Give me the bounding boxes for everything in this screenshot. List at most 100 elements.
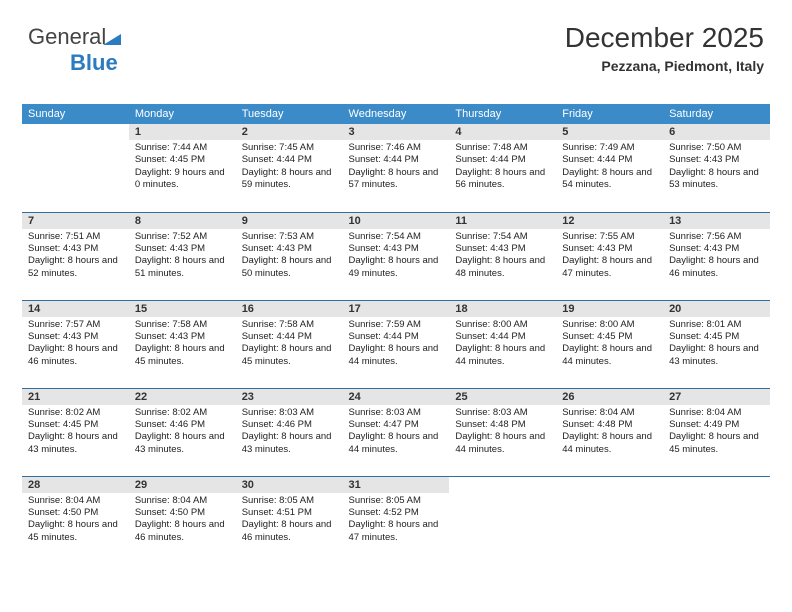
calendar-cell: 9Sunrise: 7:53 AMSunset: 4:43 PMDaylight… — [236, 212, 343, 300]
day-details: Sunrise: 7:55 AMSunset: 4:43 PMDaylight:… — [556, 229, 663, 284]
weekday-header: Saturday — [663, 104, 770, 124]
calendar-cell: 1Sunrise: 7:44 AMSunset: 4:45 PMDaylight… — [129, 124, 236, 212]
calendar-cell — [663, 476, 770, 564]
weekday-header: Sunday — [22, 104, 129, 124]
day-details: Sunrise: 7:48 AMSunset: 4:44 PMDaylight:… — [449, 140, 556, 195]
calendar-table: SundayMondayTuesdayWednesdayThursdayFrid… — [22, 104, 770, 564]
day-details: Sunrise: 8:04 AMSunset: 4:50 PMDaylight:… — [129, 493, 236, 548]
day-details: Sunrise: 8:04 AMSunset: 4:50 PMDaylight:… — [22, 493, 129, 548]
day-number: 11 — [449, 213, 556, 229]
day-details: Sunrise: 8:03 AMSunset: 4:48 PMDaylight:… — [449, 405, 556, 460]
day-number: 31 — [343, 477, 450, 493]
calendar-row: 1Sunrise: 7:44 AMSunset: 4:45 PMDaylight… — [22, 124, 770, 212]
day-details: Sunrise: 8:02 AMSunset: 4:46 PMDaylight:… — [129, 405, 236, 460]
day-details: Sunrise: 8:03 AMSunset: 4:47 PMDaylight:… — [343, 405, 450, 460]
calendar-cell: 25Sunrise: 8:03 AMSunset: 4:48 PMDayligh… — [449, 388, 556, 476]
calendar-cell: 19Sunrise: 8:00 AMSunset: 4:45 PMDayligh… — [556, 300, 663, 388]
calendar-cell: 28Sunrise: 8:04 AMSunset: 4:50 PMDayligh… — [22, 476, 129, 564]
calendar-cell: 26Sunrise: 8:04 AMSunset: 4:48 PMDayligh… — [556, 388, 663, 476]
weekday-header: Friday — [556, 104, 663, 124]
calendar-cell: 4Sunrise: 7:48 AMSunset: 4:44 PMDaylight… — [449, 124, 556, 212]
calendar-cell: 15Sunrise: 7:58 AMSunset: 4:43 PMDayligh… — [129, 300, 236, 388]
day-number: 21 — [22, 389, 129, 405]
day-details: Sunrise: 8:05 AMSunset: 4:51 PMDaylight:… — [236, 493, 343, 548]
day-details: Sunrise: 8:02 AMSunset: 4:45 PMDaylight:… — [22, 405, 129, 460]
day-number: 13 — [663, 213, 770, 229]
day-number: 26 — [556, 389, 663, 405]
day-details: Sunrise: 8:01 AMSunset: 4:45 PMDaylight:… — [663, 317, 770, 372]
calendar-cell: 17Sunrise: 7:59 AMSunset: 4:44 PMDayligh… — [343, 300, 450, 388]
calendar-body: 1Sunrise: 7:44 AMSunset: 4:45 PMDaylight… — [22, 124, 770, 564]
day-number: 8 — [129, 213, 236, 229]
weekday-header: Monday — [129, 104, 236, 124]
calendar-cell: 11Sunrise: 7:54 AMSunset: 4:43 PMDayligh… — [449, 212, 556, 300]
day-details: Sunrise: 7:52 AMSunset: 4:43 PMDaylight:… — [129, 229, 236, 284]
day-details: Sunrise: 7:51 AMSunset: 4:43 PMDaylight:… — [22, 229, 129, 284]
brand-part1: General — [28, 24, 106, 49]
day-details: Sunrise: 8:04 AMSunset: 4:48 PMDaylight:… — [556, 405, 663, 460]
day-details: Sunrise: 7:46 AMSunset: 4:44 PMDaylight:… — [343, 140, 450, 195]
day-number: 7 — [22, 213, 129, 229]
day-details: Sunrise: 7:59 AMSunset: 4:44 PMDaylight:… — [343, 317, 450, 372]
calendar-row: 7Sunrise: 7:51 AMSunset: 4:43 PMDaylight… — [22, 212, 770, 300]
day-number: 23 — [236, 389, 343, 405]
day-details: Sunrise: 7:54 AMSunset: 4:43 PMDaylight:… — [449, 229, 556, 284]
calendar-row: 14Sunrise: 7:57 AMSunset: 4:43 PMDayligh… — [22, 300, 770, 388]
calendar-cell: 23Sunrise: 8:03 AMSunset: 4:46 PMDayligh… — [236, 388, 343, 476]
day-number: 14 — [22, 301, 129, 317]
day-number: 16 — [236, 301, 343, 317]
calendar-cell — [556, 476, 663, 564]
calendar-cell — [22, 124, 129, 212]
day-details: Sunrise: 8:00 AMSunset: 4:45 PMDaylight:… — [556, 317, 663, 372]
calendar-cell: 12Sunrise: 7:55 AMSunset: 4:43 PMDayligh… — [556, 212, 663, 300]
day-number: 1 — [129, 124, 236, 140]
triangle-icon — [103, 32, 121, 46]
weekday-header-row: SundayMondayTuesdayWednesdayThursdayFrid… — [22, 104, 770, 124]
day-number: 27 — [663, 389, 770, 405]
title-block: December 2025 Pezzana, Piedmont, Italy — [565, 22, 764, 74]
calendar-cell: 31Sunrise: 8:05 AMSunset: 4:52 PMDayligh… — [343, 476, 450, 564]
calendar-cell: 18Sunrise: 8:00 AMSunset: 4:44 PMDayligh… — [449, 300, 556, 388]
day-number: 2 — [236, 124, 343, 140]
day-number: 17 — [343, 301, 450, 317]
brand-logo: General Blue — [28, 24, 121, 76]
calendar-cell: 7Sunrise: 7:51 AMSunset: 4:43 PMDaylight… — [22, 212, 129, 300]
day-number: 18 — [449, 301, 556, 317]
calendar-cell: 6Sunrise: 7:50 AMSunset: 4:43 PMDaylight… — [663, 124, 770, 212]
day-number: 9 — [236, 213, 343, 229]
day-number: 5 — [556, 124, 663, 140]
day-number: 12 — [556, 213, 663, 229]
location-text: Pezzana, Piedmont, Italy — [565, 58, 764, 74]
day-number: 22 — [129, 389, 236, 405]
page-title: December 2025 — [565, 22, 764, 54]
calendar-cell: 10Sunrise: 7:54 AMSunset: 4:43 PMDayligh… — [343, 212, 450, 300]
day-number: 28 — [22, 477, 129, 493]
calendar-cell — [449, 476, 556, 564]
calendar-cell: 14Sunrise: 7:57 AMSunset: 4:43 PMDayligh… — [22, 300, 129, 388]
calendar-cell: 8Sunrise: 7:52 AMSunset: 4:43 PMDaylight… — [129, 212, 236, 300]
calendar-cell: 22Sunrise: 8:02 AMSunset: 4:46 PMDayligh… — [129, 388, 236, 476]
weekday-header: Thursday — [449, 104, 556, 124]
calendar-cell: 29Sunrise: 8:04 AMSunset: 4:50 PMDayligh… — [129, 476, 236, 564]
day-number: 4 — [449, 124, 556, 140]
day-number: 19 — [556, 301, 663, 317]
day-number: 25 — [449, 389, 556, 405]
day-details: Sunrise: 7:54 AMSunset: 4:43 PMDaylight:… — [343, 229, 450, 284]
brand-part2: Blue — [70, 50, 118, 75]
day-number: 29 — [129, 477, 236, 493]
day-details: Sunrise: 7:50 AMSunset: 4:43 PMDaylight:… — [663, 140, 770, 195]
weekday-header: Wednesday — [343, 104, 450, 124]
day-details: Sunrise: 8:05 AMSunset: 4:52 PMDaylight:… — [343, 493, 450, 548]
calendar-cell: 24Sunrise: 8:03 AMSunset: 4:47 PMDayligh… — [343, 388, 450, 476]
calendar-row: 28Sunrise: 8:04 AMSunset: 4:50 PMDayligh… — [22, 476, 770, 564]
calendar-cell: 2Sunrise: 7:45 AMSunset: 4:44 PMDaylight… — [236, 124, 343, 212]
calendar-cell: 30Sunrise: 8:05 AMSunset: 4:51 PMDayligh… — [236, 476, 343, 564]
day-number: 3 — [343, 124, 450, 140]
day-number: 15 — [129, 301, 236, 317]
day-number: 24 — [343, 389, 450, 405]
day-details: Sunrise: 7:53 AMSunset: 4:43 PMDaylight:… — [236, 229, 343, 284]
calendar-cell: 13Sunrise: 7:56 AMSunset: 4:43 PMDayligh… — [663, 212, 770, 300]
day-number: 20 — [663, 301, 770, 317]
calendar-cell: 20Sunrise: 8:01 AMSunset: 4:45 PMDayligh… — [663, 300, 770, 388]
day-details: Sunrise: 7:45 AMSunset: 4:44 PMDaylight:… — [236, 140, 343, 195]
